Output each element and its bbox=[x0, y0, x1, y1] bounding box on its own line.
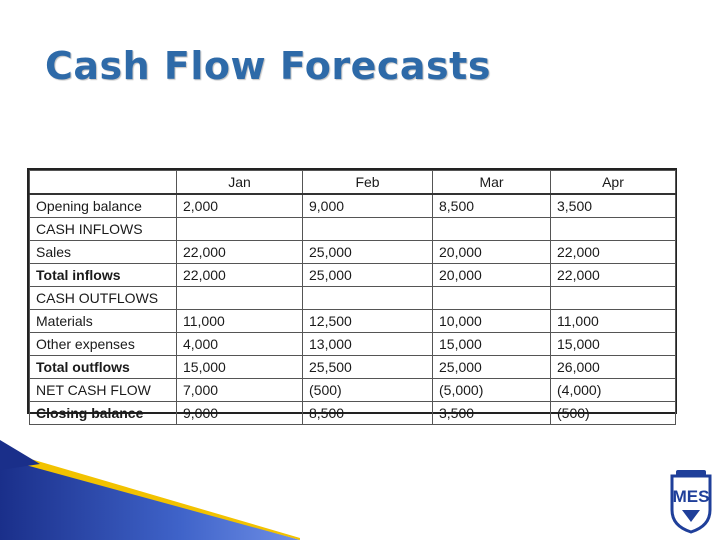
table-cell: 11,000 bbox=[550, 309, 676, 333]
table-cell: (500) bbox=[550, 401, 676, 425]
table-cell: 12,500 bbox=[302, 309, 433, 333]
row-label: Closing balance bbox=[29, 401, 177, 425]
table-row: Sales 22,000 25,000 20,000 22,000 bbox=[29, 240, 676, 264]
logo-text: MES bbox=[673, 487, 710, 506]
row-label: Other expenses bbox=[29, 332, 177, 356]
table-cell: 22,000 bbox=[550, 240, 676, 264]
table-header-row: Jan Feb Mar Apr bbox=[29, 170, 676, 195]
column-header-apr: Apr bbox=[550, 170, 676, 195]
table-cell: (4,000) bbox=[550, 378, 676, 402]
table-row: Other expenses 4,000 13,000 15,000 15,000 bbox=[29, 332, 676, 356]
table-row: Total inflows 22,000 25,000 20,000 22,000 bbox=[29, 263, 676, 287]
table-cell: 9,000 bbox=[176, 401, 303, 425]
row-label: NET CASH FLOW bbox=[29, 378, 177, 402]
table-cell: 13,000 bbox=[302, 332, 433, 356]
table-cell: 2,000 bbox=[176, 193, 303, 218]
table-cell bbox=[432, 286, 551, 310]
table-cell bbox=[550, 217, 676, 241]
row-label: CASH INFLOWS bbox=[29, 217, 177, 241]
table-cell: 22,000 bbox=[550, 263, 676, 287]
table-cell: 25,000 bbox=[432, 355, 551, 379]
table-row: Closing balance 9,000 8,500 3,500 (500) bbox=[29, 401, 676, 425]
table-cell: 7,000 bbox=[176, 378, 303, 402]
table-cell: (5,000) bbox=[432, 378, 551, 402]
row-label: Total outflows bbox=[29, 355, 177, 379]
row-label: Opening balance bbox=[29, 193, 177, 218]
table-cell: 25,000 bbox=[302, 240, 433, 264]
table-cell bbox=[176, 217, 303, 241]
table-cell: 25,000 bbox=[302, 263, 433, 287]
table-row: Materials 11,000 12,500 10,000 11,000 bbox=[29, 309, 676, 333]
table-cell: 25,500 bbox=[302, 355, 433, 379]
table-row: CASH INFLOWS bbox=[29, 217, 676, 241]
column-header-mar: Mar bbox=[432, 170, 551, 195]
row-label: Materials bbox=[29, 309, 177, 333]
cash-flow-table: Jan Feb Mar Apr Opening balance 2,000 9,00… bbox=[27, 168, 677, 425]
table-row: CASH OUTFLOWS bbox=[29, 286, 676, 310]
mes-shield-logo-icon: MES bbox=[670, 470, 712, 534]
table-cell: 20,000 bbox=[432, 263, 551, 287]
table-cell: 15,000 bbox=[550, 332, 676, 356]
column-header-label bbox=[29, 170, 177, 195]
table-cell: 15,000 bbox=[176, 355, 303, 379]
table-cell: 9,000 bbox=[302, 193, 433, 218]
table-cell: 8,500 bbox=[302, 401, 433, 425]
table-cell: 8,500 bbox=[432, 193, 551, 218]
table-cell: 10,000 bbox=[432, 309, 551, 333]
table-cell: 11,000 bbox=[176, 309, 303, 333]
table-cell: 3,500 bbox=[432, 401, 551, 425]
row-label: Total inflows bbox=[29, 263, 177, 287]
table-cell: 26,000 bbox=[550, 355, 676, 379]
footer-decorative-band bbox=[0, 440, 300, 540]
row-label: Sales bbox=[29, 240, 177, 264]
column-header-feb: Feb bbox=[302, 170, 433, 195]
table-cell: (500) bbox=[302, 378, 433, 402]
table-cell: 3,500 bbox=[550, 193, 676, 218]
table-cell bbox=[176, 286, 303, 310]
table-cell bbox=[550, 286, 676, 310]
column-header-jan: Jan bbox=[176, 170, 303, 195]
table-cell bbox=[302, 217, 433, 241]
table-cell: 4,000 bbox=[176, 332, 303, 356]
table-cell: 22,000 bbox=[176, 263, 303, 287]
table-cell: 15,000 bbox=[432, 332, 551, 356]
row-label: CASH OUTFLOWS bbox=[29, 286, 177, 310]
table-cell bbox=[432, 217, 551, 241]
table-row: Opening balance 2,000 9,000 8,500 3,500 bbox=[29, 193, 676, 218]
table-row: Total outflows 15,000 25,500 25,000 26,000 bbox=[29, 355, 676, 379]
table-cell bbox=[302, 286, 433, 310]
table-cell: 22,000 bbox=[176, 240, 303, 264]
table-cell: 20,000 bbox=[432, 240, 551, 264]
table-row: NET CASH FLOW 7,000 (500) (5,000) (4,000) bbox=[29, 378, 676, 402]
slide-title: Cash Flow Forecasts bbox=[45, 44, 491, 88]
